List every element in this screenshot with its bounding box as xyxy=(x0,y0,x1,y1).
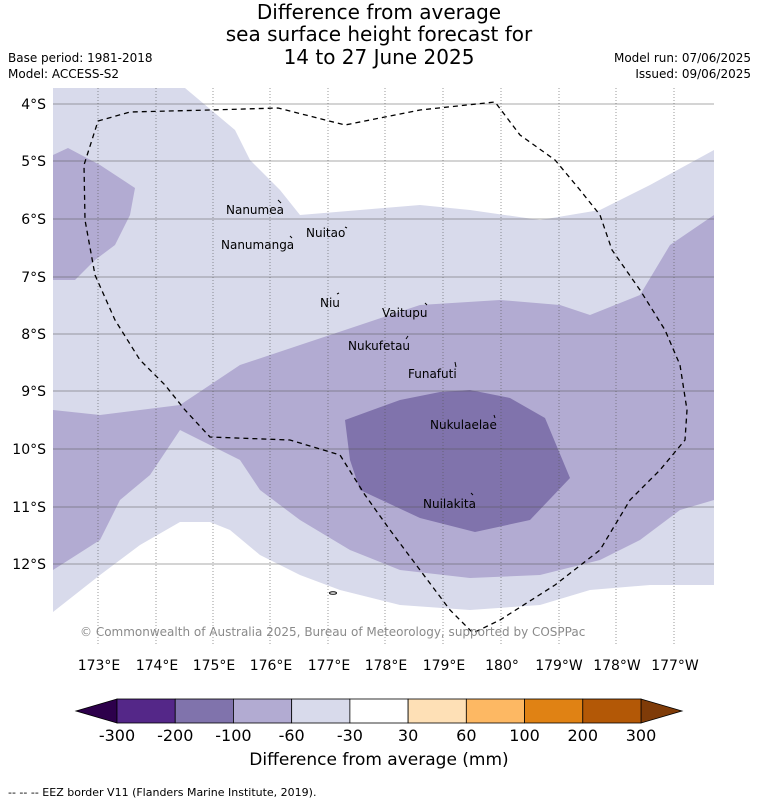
place-label-niu: Niu xyxy=(320,296,340,310)
colorbar-label-0: -300 xyxy=(99,726,135,745)
island-mark-nuitao xyxy=(344,226,348,229)
lon-axis-labels: 173°E 174°E 175°E 176°E 177°E 178°E 179°… xyxy=(78,658,699,674)
lat-label-4s: 4°S xyxy=(21,97,46,113)
lon-label-174e: 174°E xyxy=(136,658,179,674)
model-text: Model: ACCESS-S2 xyxy=(8,67,120,81)
eez-border xyxy=(83,101,688,634)
lat-label-9s: 9°S xyxy=(21,384,46,400)
lon-label-178e: 178°E xyxy=(365,658,408,674)
island-mark-niu xyxy=(336,292,340,295)
copyright-credit: © Commonwealth of Australia 2025, Bureau… xyxy=(80,625,585,639)
title-line-1: Difference from average xyxy=(256,0,502,24)
colorbar-label-8: 200 xyxy=(568,726,599,745)
lat-label-11s: 11°S xyxy=(12,500,46,516)
place-label-nanumanga: Nanumanga xyxy=(221,238,294,252)
colorbar-title: Difference from average (mm) xyxy=(249,750,509,770)
colorbar-under-arrow xyxy=(74,698,118,724)
model-run-text: Model run: 07/06/2025 xyxy=(613,51,751,65)
lon-label-177w: 177°W xyxy=(651,658,699,674)
lon-label-180: 180° xyxy=(485,658,519,674)
island-marks xyxy=(277,199,496,496)
place-label-nanumea: Nanumea xyxy=(226,203,284,217)
colorbar-label-7: 100 xyxy=(509,726,540,745)
colorbar-segment-6 xyxy=(465,698,525,724)
colorbar-segment-4 xyxy=(349,698,409,724)
title-line-2: sea surface height forecast for xyxy=(225,22,533,46)
colorbar-label-1: -200 xyxy=(157,726,193,745)
eez-footnote: -- -- -- EEZ border V11 (Flanders Marine… xyxy=(8,786,317,799)
lon-label-173e: 173°E xyxy=(78,658,121,674)
title-line-3: 14 to 27 June 2025 xyxy=(283,45,475,69)
lat-label-6s: 6°S xyxy=(21,212,46,228)
colorbar-segment-1 xyxy=(174,698,234,724)
lon-label-179e: 179°E xyxy=(423,658,466,674)
island-mark-nukufetau xyxy=(405,335,409,340)
islet-outline xyxy=(329,591,337,595)
colorbar-over-arrow xyxy=(640,698,684,724)
colorbar: -300 -200 -100 -60 -30 30 60 100 200 300 xyxy=(74,698,684,745)
place-label-nuilakita: Nuilakita xyxy=(423,497,476,511)
colorbar-label-2: -100 xyxy=(215,726,251,745)
lon-label-176e: 176°E xyxy=(250,658,293,674)
place-label-nukufetau: Nukufetau xyxy=(348,339,410,353)
contour-medium-west xyxy=(53,148,135,280)
place-label-funafuti: Funafuti xyxy=(408,367,457,381)
island-mark-funafuti xyxy=(454,361,457,368)
base-period-text: Base period: 1981-2018 xyxy=(8,51,153,65)
lat-label-10s: 10°S xyxy=(12,442,46,458)
lat-label-5s: 5°S xyxy=(21,154,46,170)
place-label-vaitupu: Vaitupu xyxy=(382,306,428,320)
island-mark-nukulaelae xyxy=(493,414,496,419)
colorbar-label-3: -60 xyxy=(279,726,305,745)
colorbar-label-4: -30 xyxy=(337,726,363,745)
colorbar-label-9: 300 xyxy=(626,726,657,745)
lat-label-7s: 7°S xyxy=(21,270,46,286)
colorbar-segment-7 xyxy=(524,698,584,724)
lon-label-175e: 175°E xyxy=(193,658,236,674)
island-mark-nanumanga xyxy=(289,235,293,239)
place-label-nuitao: Nuitao xyxy=(306,226,345,240)
lat-gridlines xyxy=(53,103,714,565)
lat-axis-labels: 4°S 5°S 6°S 7°S 8°S 9°S 10°S 11°S 12°S xyxy=(12,97,46,573)
island-mark-nuilakita xyxy=(470,492,474,496)
island-mark-vaitupu xyxy=(424,302,428,306)
colorbar-segment-0 xyxy=(116,698,176,724)
place-label-nukulaelae: Nukulaelae xyxy=(430,418,497,432)
colorbar-label-5: 30 xyxy=(398,726,418,745)
island-mark-nanumea xyxy=(277,199,282,204)
lon-label-178w: 178°W xyxy=(593,658,641,674)
map-panel: Nanumea Nuitao Nanumanga Niu Vaitupu Nuk… xyxy=(53,88,714,644)
colorbar-segment-2 xyxy=(233,698,293,724)
issued-text: Issued: 09/06/2025 xyxy=(635,67,751,81)
colorbar-segment-8 xyxy=(582,698,642,724)
colorbar-segment-5 xyxy=(407,698,467,724)
contour-dark xyxy=(345,390,570,532)
lat-label-12s: 12°S xyxy=(12,557,46,573)
colorbar-label-6: 60 xyxy=(456,726,476,745)
lon-label-177e: 177°E xyxy=(308,658,351,674)
lon-label-179w: 179°W xyxy=(535,658,583,674)
lat-label-8s: 8°S xyxy=(21,327,46,343)
colorbar-segment-3 xyxy=(291,698,351,724)
